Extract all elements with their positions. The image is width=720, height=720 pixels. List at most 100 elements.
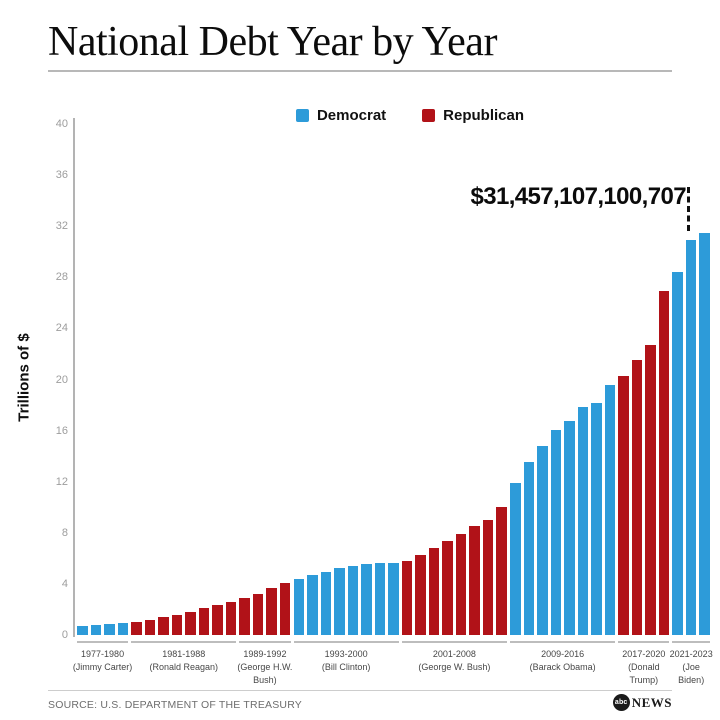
abc-news-wordmark: NEWS (631, 694, 672, 710)
plot-area (76, 124, 712, 635)
footer-divider (48, 690, 672, 691)
democrat-swatch-icon (295, 109, 309, 122)
source-credit: SOURCE: U.S. DEPARTMENT OF THE TREASURY (48, 699, 303, 711)
y-tick-16: 16 (55, 424, 68, 437)
x-group-label: 1981-1988 (Ronald Reagan) (149, 649, 219, 673)
bar-1993 (293, 578, 305, 635)
bar-2012 (550, 429, 562, 635)
bar-2014 (577, 407, 589, 635)
bar-1980 (117, 623, 129, 635)
y-tick-28: 28 (55, 271, 68, 284)
legend-item-republican: Republican (422, 107, 524, 124)
bar-1982 (144, 620, 156, 635)
x-group-1977-1980: 1977-1980 (Jimmy Carter) (73, 641, 132, 674)
y-tick-0: 0 (61, 629, 68, 641)
legend-label-democrat: Democrat (316, 107, 387, 124)
x-group-2009-2016: 2009-2016 (Barack Obama) (510, 641, 616, 674)
bar-1977 (77, 626, 88, 635)
x-group-label: 2017-2020 (Donald Trump) (622, 649, 666, 686)
legend-label-republican: Republican (443, 107, 525, 124)
bar-1994 (307, 575, 318, 635)
y-axis-line (73, 118, 75, 637)
x-group-rule (239, 641, 291, 643)
bar-1992 (279, 583, 291, 635)
x-group-rule (131, 641, 237, 643)
y-tick-24: 24 (55, 322, 68, 335)
bar-1981 (131, 622, 142, 635)
republican-swatch-icon (422, 109, 436, 122)
bar-2011 (537, 446, 548, 635)
bar-2008 (496, 507, 507, 635)
bar-1984 (171, 614, 183, 635)
bar-2023 (699, 233, 710, 635)
bar-2001 (401, 560, 413, 635)
x-group-label: 2009-2016 (Barack Obama) (529, 649, 596, 673)
bar-1991 (266, 588, 277, 635)
bar-1978 (90, 625, 102, 635)
y-tick-20: 20 (55, 373, 68, 386)
x-group-1993-2000: 1993-2000 (Bill Clinton) (293, 641, 399, 674)
x-group-label: 1977-1980 (Jimmy Carter) (72, 649, 133, 673)
bar-1985 (185, 611, 196, 635)
abc-news-logo: abc NEWS (612, 694, 672, 711)
bar-2005 (455, 533, 467, 635)
bar-2010 (523, 461, 535, 635)
x-group-label: 2001-2008 (George W. Bush) (418, 649, 491, 673)
bar-1988 (225, 601, 237, 635)
page-title: National Debt Year by Year (48, 19, 497, 65)
bar-1979 (104, 624, 115, 635)
y-tick-12: 12 (55, 475, 68, 488)
x-group-rule (618, 641, 670, 643)
x-group-rule (672, 641, 710, 643)
bar-2018 (631, 360, 643, 635)
bar-1997 (347, 565, 359, 635)
bar-2004 (442, 540, 453, 635)
bar-2007 (482, 519, 494, 635)
bar-2017 (618, 376, 629, 635)
annotation-dashed-line (687, 187, 690, 231)
y-tick-32: 32 (55, 220, 68, 233)
x-group-rule (293, 641, 399, 643)
bar-2002 (415, 555, 426, 635)
bar-1999 (374, 562, 386, 635)
title-divider (48, 70, 672, 72)
bar-2021 (672, 271, 683, 635)
x-group-label: 1989-1992 (George H.W. Bush) (237, 649, 293, 686)
y-tick-40: 40 (55, 118, 68, 130)
bar-2013 (564, 421, 575, 635)
x-group-2021-2023: 2021-2023 (Joe Biden) (670, 641, 713, 687)
x-group-label: 1993-2000 (Bill Clinton) (321, 649, 371, 673)
debt-total-annotation: $31,457,107,100,707 (470, 183, 687, 210)
x-group-rule (77, 641, 129, 643)
y-axis-ticks: 0 4 8 12 16 20 24 28 32 36 40 (0, 118, 68, 641)
x-group-1981-1988: 1981-1988 (Ronald Reagan) (131, 641, 237, 674)
x-group-rule (401, 641, 508, 643)
bar-1998 (361, 564, 372, 635)
bar-1996 (334, 568, 345, 635)
bar-1986 (198, 607, 210, 635)
bar-1995 (320, 571, 332, 635)
bar-2015 (591, 403, 602, 635)
x-group-label: 2021-2023 (Joe Biden) (669, 649, 713, 686)
bar-1990 (252, 593, 264, 635)
x-group-2017-2020: 2017-2020 (Donald Trump) (618, 641, 670, 687)
x-group-rule (510, 641, 616, 643)
bar-2000 (388, 562, 399, 635)
bar-2022 (685, 239, 697, 635)
x-group-2001-2008: 2001-2008 (George W. Bush) (401, 641, 508, 674)
bar-1987 (212, 604, 223, 635)
bar-2016 (604, 385, 616, 635)
bar-2019 (645, 344, 656, 635)
y-tick-4: 4 (61, 577, 68, 590)
bar-2003 (428, 548, 440, 635)
x-axis-groups: 1977-1980 (Jimmy Carter) 1981-1988 (Ronal… (73, 641, 713, 701)
abc-logo-icon: abc (612, 694, 630, 711)
bar-2006 (469, 526, 480, 635)
bar-2020 (658, 290, 670, 635)
bar-1989 (239, 598, 250, 635)
legend-item-democrat: Democrat (295, 107, 387, 124)
legend: Democrat Republican (92, 107, 720, 124)
bar-2009 (510, 482, 521, 635)
y-tick-8: 8 (61, 526, 68, 539)
